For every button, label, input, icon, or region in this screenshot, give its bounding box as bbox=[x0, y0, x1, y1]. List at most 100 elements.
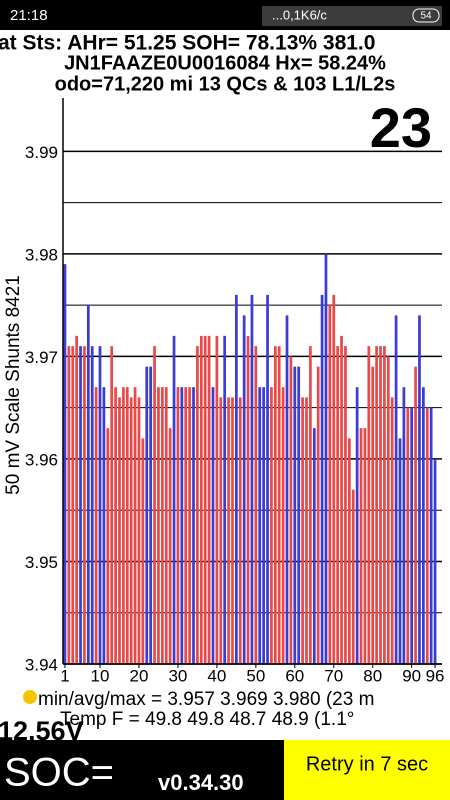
bar bbox=[235, 294, 238, 664]
y-tick-label: 3.94 bbox=[25, 655, 58, 674]
bar bbox=[231, 397, 234, 664]
version: v0.34.30 bbox=[158, 770, 244, 795]
bar bbox=[289, 356, 293, 664]
bar bbox=[133, 387, 137, 664]
bar bbox=[363, 428, 367, 664]
bar bbox=[394, 315, 398, 664]
y-tick-label: 3.97 bbox=[25, 348, 58, 367]
bar bbox=[110, 346, 114, 664]
bar bbox=[223, 335, 227, 664]
retry-button[interactable] bbox=[284, 740, 450, 800]
bar bbox=[425, 407, 429, 664]
bar bbox=[71, 346, 75, 664]
bar bbox=[192, 387, 195, 664]
bar bbox=[129, 397, 133, 664]
bar bbox=[153, 346, 156, 664]
x-tick-label: 50 bbox=[246, 666, 265, 685]
bar bbox=[254, 346, 258, 664]
bar bbox=[410, 407, 414, 664]
plot: 3.94 3.95 3.96 3.97 3.98 3.99 1 10 20 30 40 50 60 70 8… bbox=[25, 98, 445, 685]
bar bbox=[250, 294, 254, 664]
bar bbox=[227, 397, 230, 664]
bar bbox=[172, 335, 176, 664]
x-tick-label: 20 bbox=[130, 666, 149, 685]
bar bbox=[332, 294, 336, 664]
bar bbox=[145, 366, 149, 664]
bar bbox=[184, 387, 188, 664]
bar bbox=[238, 397, 242, 664]
bar bbox=[122, 387, 125, 664]
bar bbox=[168, 428, 172, 664]
bar bbox=[114, 387, 117, 664]
y-tick-label: 3.95 bbox=[25, 553, 58, 572]
bar bbox=[75, 335, 78, 664]
y-tick-label: 3.99 bbox=[25, 143, 58, 162]
bar bbox=[63, 264, 67, 664]
bar bbox=[160, 387, 164, 664]
bar bbox=[340, 335, 343, 664]
bar bbox=[157, 387, 160, 664]
bar bbox=[359, 428, 363, 664]
bar bbox=[281, 387, 285, 664]
bar bbox=[406, 407, 410, 664]
bar bbox=[324, 253, 328, 664]
y-axis-label: 50 mV Scale Shunts 8421 bbox=[3, 275, 24, 495]
bar bbox=[328, 305, 332, 664]
bar bbox=[379, 346, 382, 664]
bar bbox=[98, 346, 102, 664]
bar bbox=[219, 397, 223, 664]
bar bbox=[203, 335, 207, 664]
bar bbox=[301, 397, 304, 664]
cell-count: 23 bbox=[370, 96, 432, 159]
status-time: 21:18 bbox=[10, 7, 48, 24]
bottom-bar bbox=[0, 740, 284, 800]
bar bbox=[371, 366, 375, 664]
bar bbox=[207, 335, 211, 664]
bar bbox=[402, 387, 406, 664]
bar bbox=[90, 346, 94, 664]
bar bbox=[297, 366, 301, 664]
bar bbox=[351, 489, 355, 664]
header-line: odo=71,220 mi 13 QCs & 103 L1/L2s bbox=[55, 73, 396, 95]
bar bbox=[199, 335, 203, 664]
temp-line: Temp F = 49.8 49.8 48.7 48.9 (1.1° bbox=[60, 709, 354, 730]
bar bbox=[285, 315, 289, 664]
bar bbox=[196, 346, 199, 664]
bar bbox=[429, 407, 433, 664]
bar bbox=[67, 346, 71, 664]
bar bbox=[398, 438, 402, 664]
x-tick-label: 80 bbox=[363, 666, 382, 685]
x-tick-label: 10 bbox=[91, 666, 110, 685]
y-tick-label: 3.98 bbox=[25, 245, 58, 264]
status-network: ...0,1K6/c bbox=[272, 7, 327, 22]
bar bbox=[386, 356, 390, 664]
x-tick-label: 70 bbox=[324, 666, 343, 685]
bar bbox=[215, 335, 219, 664]
bar bbox=[336, 346, 340, 664]
retry-text[interactable]: Retry in 7 sec bbox=[306, 753, 428, 775]
bar bbox=[86, 305, 90, 664]
bar bbox=[383, 346, 386, 664]
bar bbox=[180, 387, 184, 664]
bar bbox=[242, 315, 246, 664]
bar bbox=[94, 387, 98, 664]
bar bbox=[258, 387, 262, 664]
header-line: at Sts: AHr= 51.25 SOH= 78.13% 381.0 bbox=[0, 32, 375, 55]
bar bbox=[309, 346, 312, 664]
x-tick-label: 1 bbox=[60, 666, 69, 685]
status-battery: 54 bbox=[420, 11, 432, 22]
bar bbox=[273, 346, 277, 664]
status-overlay bbox=[262, 6, 442, 26]
bar bbox=[277, 346, 281, 664]
bar bbox=[79, 346, 82, 664]
x-tick-label: 30 bbox=[168, 666, 187, 685]
bar bbox=[418, 315, 421, 664]
x-tick-label: 60 bbox=[285, 666, 304, 685]
voltage: 12.56V bbox=[0, 716, 84, 746]
bar bbox=[188, 387, 191, 664]
y-tick-label: 3.96 bbox=[25, 450, 58, 469]
bar bbox=[414, 366, 417, 664]
bar bbox=[83, 346, 86, 664]
bar bbox=[211, 387, 215, 664]
x-tick-label: 90 bbox=[402, 666, 421, 685]
